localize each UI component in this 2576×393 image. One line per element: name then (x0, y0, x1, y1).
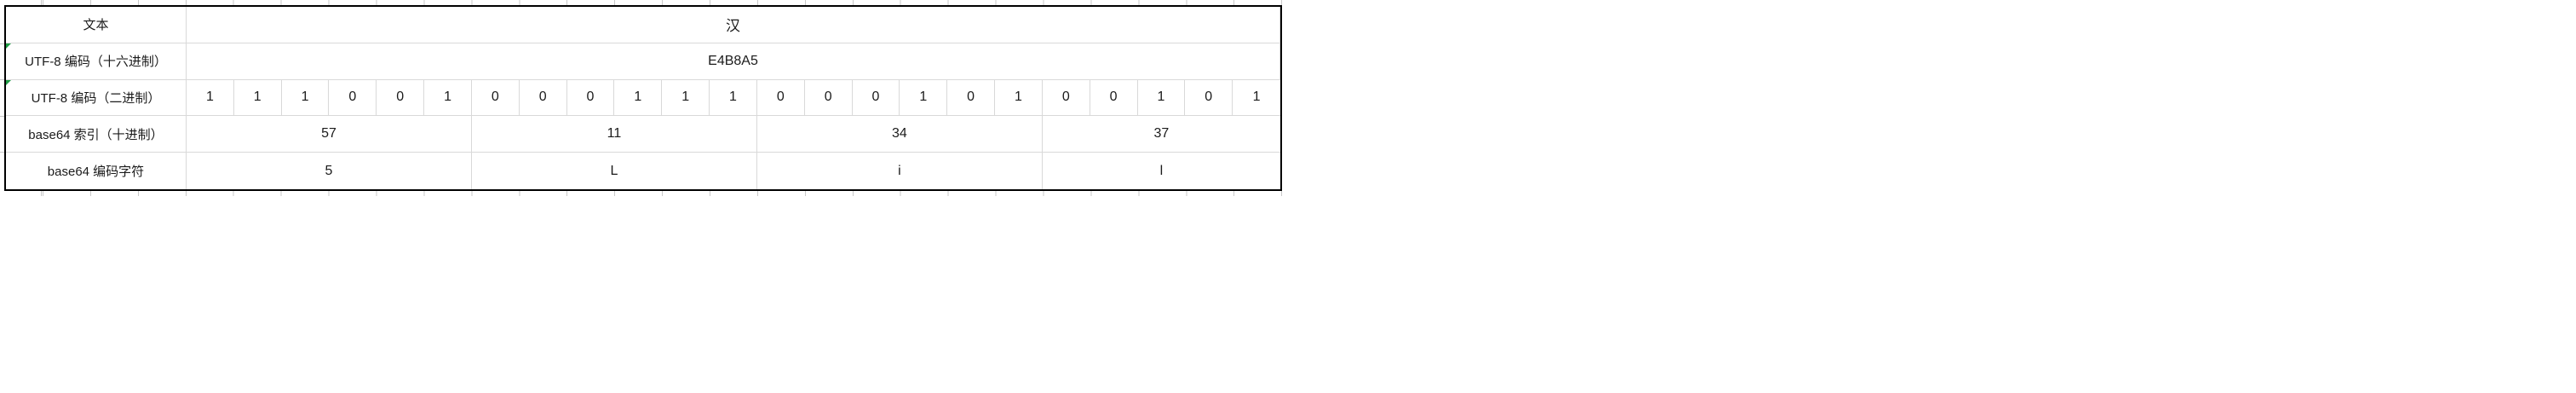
bit-cell[interactable]: 1 (662, 79, 710, 117)
bit-cell[interactable]: 0 (329, 79, 377, 117)
hex-value-cell[interactable]: E4B8A5 (187, 43, 1280, 80)
b64-char-cell[interactable]: i (757, 153, 1043, 189)
bit-cell[interactable]: 1 (710, 79, 757, 117)
bit-cell[interactable]: 0 (756, 79, 805, 117)
bit-cell[interactable]: 0 (947, 79, 996, 117)
row-label: base64 索引（十进制） (28, 127, 164, 142)
row-label: UTF-8 编码（二进制） (31, 90, 161, 106)
bit-cell[interactable]: 0 (1042, 79, 1090, 117)
sheet-gridline-ticks-bottom (0, 191, 1288, 196)
bit-cell[interactable]: 1 (187, 79, 234, 117)
sheet-gridline-stub-left (0, 152, 4, 153)
bit-cell[interactable]: 1 (233, 79, 282, 117)
bit-cell[interactable]: 0 (566, 79, 615, 117)
row-label: base64 编码字符 (47, 165, 145, 180)
row-label-cell-b64-index[interactable]: base64 索引（十进制） (6, 116, 187, 153)
b64-char-cell[interactable]: l (1159, 163, 1164, 178)
bit-cell[interactable]: 1 (614, 79, 663, 117)
b64-index-cell[interactable]: 57 (187, 116, 472, 153)
b64-index-cell[interactable]: 11 (471, 116, 757, 153)
bit-cell[interactable]: 1 (900, 79, 948, 117)
row-label-cell-utf8-binary[interactable]: UTF-8 编码（二进制） (6, 79, 187, 117)
sheet-gridline-stub-left (0, 43, 4, 44)
text-char-value: 汉 (726, 18, 740, 35)
bit-cell[interactable]: 0 (804, 79, 853, 117)
hex-value: E4B8A5 (708, 53, 758, 68)
sheet-gridline-stub-left (0, 115, 4, 117)
b64-index-cell[interactable]: 34 (756, 116, 1043, 153)
sheet-gridline-ticks-top (0, 0, 1288, 5)
sheet-gridline-stub-left (0, 79, 4, 81)
row-label-cell-b64-char[interactable]: base64 编码字符 (6, 153, 187, 189)
encoding-table: 文本 汉 UTF-8 编码（十六进制） E4B8A5 UTF-8 编码（二进制）… (4, 5, 1282, 191)
bit-cell[interactable]: 0 (852, 79, 900, 117)
b64-char-cell[interactable]: L (472, 153, 757, 189)
b64-index-cell[interactable]: 37 (1042, 116, 1280, 153)
error-flag-triangle-icon (6, 79, 11, 85)
bit-cell[interactable]: 0 (471, 79, 520, 117)
bit-cell[interactable]: 0 (1185, 79, 1233, 117)
bit-cell[interactable]: 1 (424, 79, 472, 117)
bit-cell[interactable]: 0 (519, 79, 567, 117)
bit-cell[interactable]: 0 (1090, 79, 1138, 117)
bit-cell[interactable]: 1 (281, 79, 330, 117)
row-label-cell-utf8-hex[interactable]: UTF-8 编码（十六进制） (6, 43, 187, 80)
bit-cell[interactable]: 1 (1233, 80, 1280, 117)
b64-char-cell[interactable]: 5 (187, 153, 472, 189)
error-flag-triangle-icon (6, 43, 11, 49)
row-label: 文本 (83, 18, 109, 33)
bit-cell[interactable]: 1 (995, 79, 1043, 117)
row-label: UTF-8 编码（十六进制） (25, 55, 167, 70)
bit-cell[interactable]: 0 (377, 79, 425, 117)
text-char-cell[interactable]: 汉 (187, 7, 1280, 43)
bit-cell[interactable]: 1 (1137, 79, 1186, 117)
row-label-cell-text[interactable]: 文本 (6, 7, 187, 43)
